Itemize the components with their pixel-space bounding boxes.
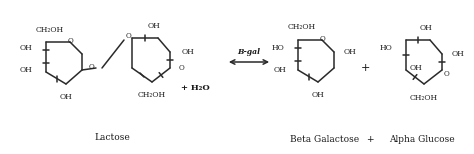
Text: OH: OH [19, 66, 32, 74]
Text: OH: OH [60, 93, 73, 101]
Text: OH: OH [344, 48, 357, 56]
Text: O: O [320, 35, 326, 43]
Text: HO: HO [379, 44, 392, 52]
Text: HO: HO [271, 44, 284, 52]
Text: Beta Galactose: Beta Galactose [291, 136, 360, 144]
Text: + H₂O: + H₂O [181, 84, 210, 92]
Text: OH: OH [147, 22, 160, 30]
Text: CH₂OH: CH₂OH [36, 26, 64, 34]
Text: OH: OH [19, 44, 32, 52]
Text: O: O [125, 32, 131, 40]
Text: O: O [179, 64, 185, 72]
Text: OH: OH [419, 24, 432, 32]
Text: Alpha Glucose: Alpha Glucose [389, 136, 455, 144]
Text: B-gal: B-gal [237, 48, 261, 56]
Text: CH₂OH: CH₂OH [410, 94, 438, 102]
Text: O: O [444, 70, 450, 78]
Text: O: O [68, 37, 74, 45]
Text: +: + [360, 63, 370, 73]
Text: OH: OH [410, 64, 422, 72]
Text: CH₂OH: CH₂OH [138, 91, 166, 99]
Text: O: O [89, 63, 95, 71]
Text: OH: OH [273, 66, 286, 74]
Text: Lactose: Lactose [94, 134, 130, 142]
Text: CH₂OH: CH₂OH [288, 23, 316, 31]
Text: OH: OH [311, 91, 324, 99]
Text: OH: OH [182, 48, 195, 56]
Text: OH: OH [452, 50, 465, 58]
Text: +: + [366, 136, 374, 144]
